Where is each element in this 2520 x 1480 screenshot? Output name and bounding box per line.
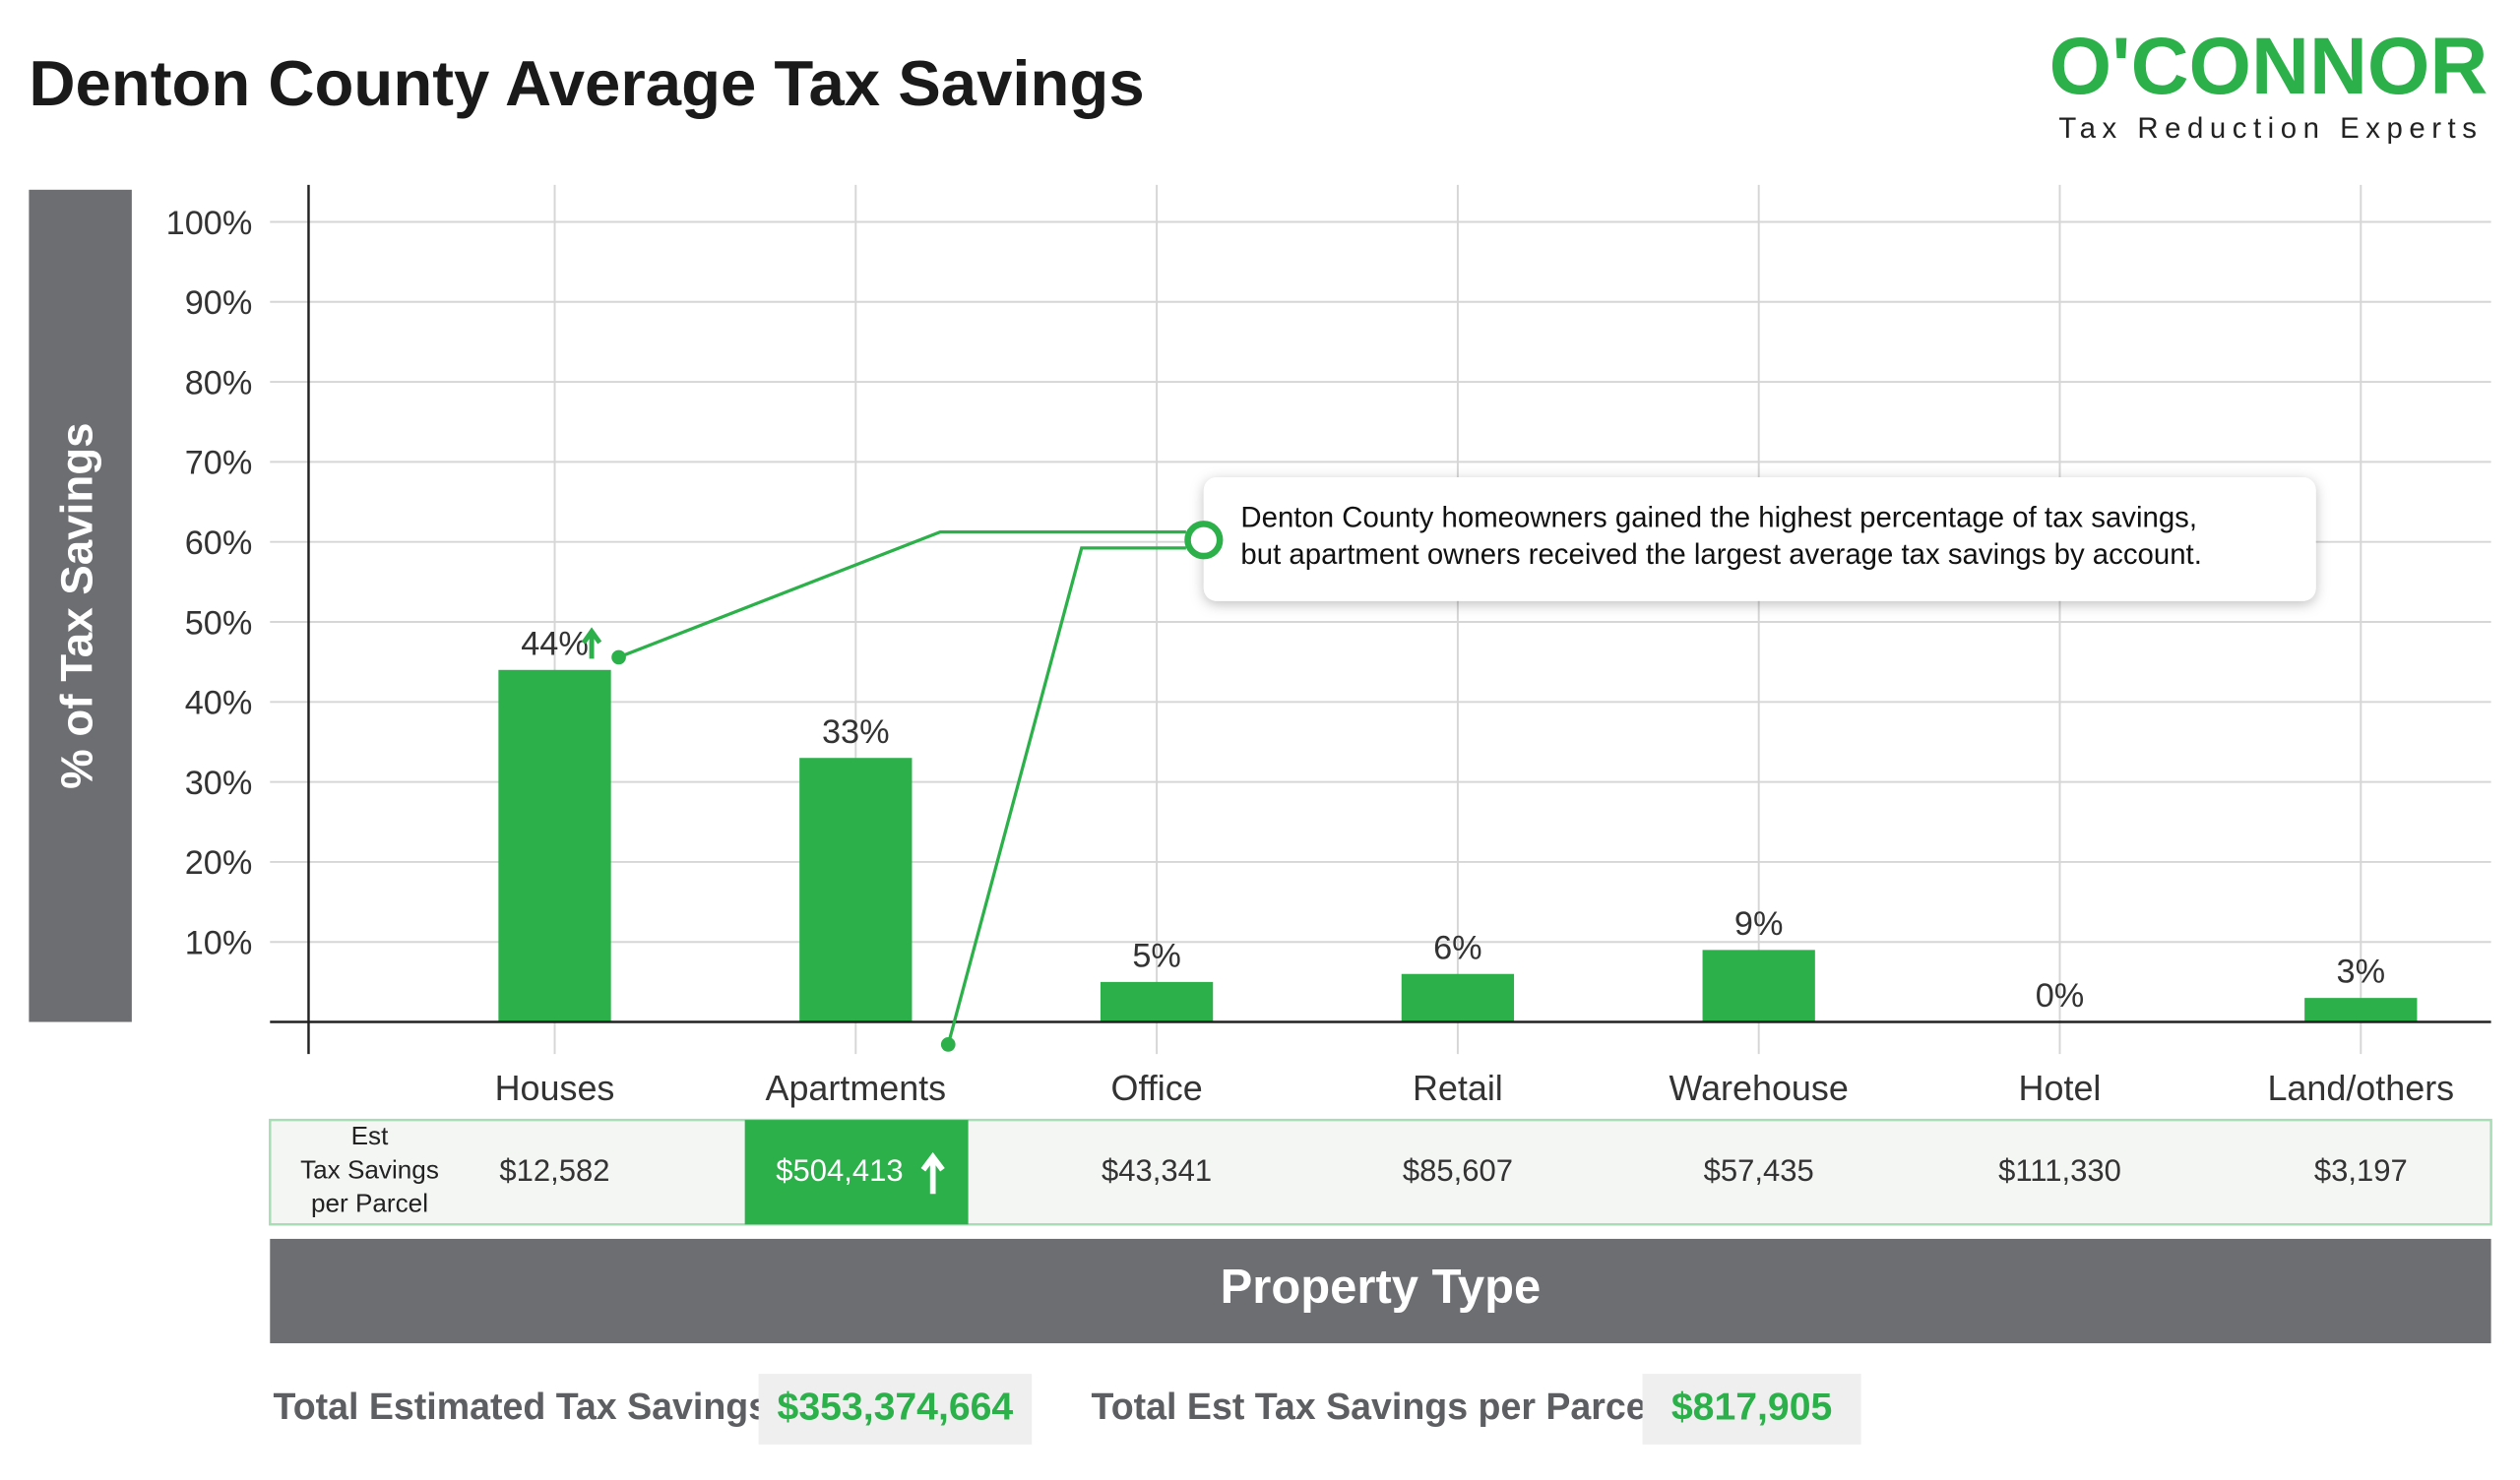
x-tick-label: Office (1111, 1068, 1203, 1108)
bar (1702, 950, 1815, 1022)
bar (799, 758, 913, 1022)
logo: O'CONNOR (2049, 22, 2488, 111)
y-label-box (29, 189, 132, 1022)
y-tick-label: 10% (185, 925, 253, 962)
y-axis-label: % of Tax Savings (52, 422, 102, 789)
parcel-row-label: per Parcel (311, 1189, 428, 1218)
total-box (1642, 1374, 1861, 1445)
bar (1401, 973, 1515, 1022)
bar (2304, 998, 2418, 1022)
x-tick-label: Houses (495, 1068, 615, 1108)
parcel-savings: $12,582 (499, 1153, 609, 1188)
value-label: 5% (1132, 937, 1181, 974)
chart-title: Denton County Average Tax Savings (29, 47, 1144, 119)
x-tick-label: Hotel (2019, 1068, 2102, 1108)
total-box (758, 1374, 1033, 1445)
y-tick-label: 30% (185, 765, 253, 802)
grid: 10% 20% 30% 40% 50% 60% 70% 80% 90% 100% (166, 184, 2491, 1055)
total-value: $817,905 (1671, 1386, 1832, 1428)
y-tick-label: 90% (185, 284, 253, 322)
x-tick-label: Warehouse (1670, 1068, 1849, 1108)
callout-dot (611, 649, 626, 665)
annotation: Denton County homeowners gained the high… (611, 477, 2316, 1052)
y-tick-label: 100% (166, 205, 253, 242)
x-tick-label: Retail (1413, 1068, 1503, 1108)
y-tick-label: 40% (185, 685, 253, 722)
callout-dot (940, 1037, 956, 1052)
total-value: $353,374,664 (778, 1386, 1014, 1428)
annotation-box (1203, 477, 2316, 601)
total-label: Total Est Tax Savings per Parcel (1092, 1386, 1658, 1427)
annotation-text: Denton County homeowners gained the high… (1240, 501, 2197, 533)
x-label-box (270, 1238, 2491, 1344)
y-tick-label: 80% (185, 364, 253, 401)
callout-line (946, 546, 1186, 1045)
parcel-savings: $3,197 (2314, 1153, 2408, 1188)
value-label: 9% (1734, 905, 1784, 943)
bar (1100, 981, 1214, 1022)
up-arrow (581, 627, 602, 659)
totals: Total Estimated Tax Savings $353,374,664 T… (274, 1374, 1861, 1445)
y-tick-label: 20% (185, 844, 253, 882)
value-label: 6% (1433, 929, 1482, 966)
parcel-savings: $85,607 (1403, 1153, 1513, 1188)
logo-tagline: Tax Reduction Experts (2058, 112, 2483, 145)
total-label: Total Estimated Tax Savings (274, 1386, 770, 1427)
callout-line (617, 529, 1186, 659)
parcel-savings: $111,330 (1998, 1153, 2121, 1188)
marks: 44% Houses $12,582 33% Apartments $504,413 5% O… (300, 625, 2454, 1225)
value-label: 33% (822, 713, 890, 751)
y-tick-label: 60% (185, 524, 253, 562)
parcel-savings: $43,341 (1102, 1153, 1212, 1188)
parcel-savings: $504,413 (776, 1153, 903, 1188)
callout-ring (1184, 521, 1224, 560)
value-label: 0% (2036, 977, 2085, 1015)
value-label: 3% (2337, 954, 2386, 991)
up-arrow (920, 1151, 945, 1195)
x-axis-label: Property Type (1221, 1261, 1542, 1314)
bar (498, 669, 611, 1022)
parcel-row (269, 1118, 2492, 1226)
value-label: 44% (521, 625, 589, 662)
annotation-text: but apartment owners received the larges… (1240, 538, 2201, 571)
parcel-row-label: Est (351, 1121, 389, 1150)
x-tick-label: Land/others (2267, 1068, 2454, 1108)
y-tick-label: 70% (185, 445, 253, 482)
parcel-savings: $57,435 (1704, 1153, 1814, 1188)
x-tick-label: Apartments (766, 1068, 947, 1108)
parcel-row-label: Tax Savings (300, 1154, 439, 1184)
y-tick-label: 50% (185, 604, 253, 642)
